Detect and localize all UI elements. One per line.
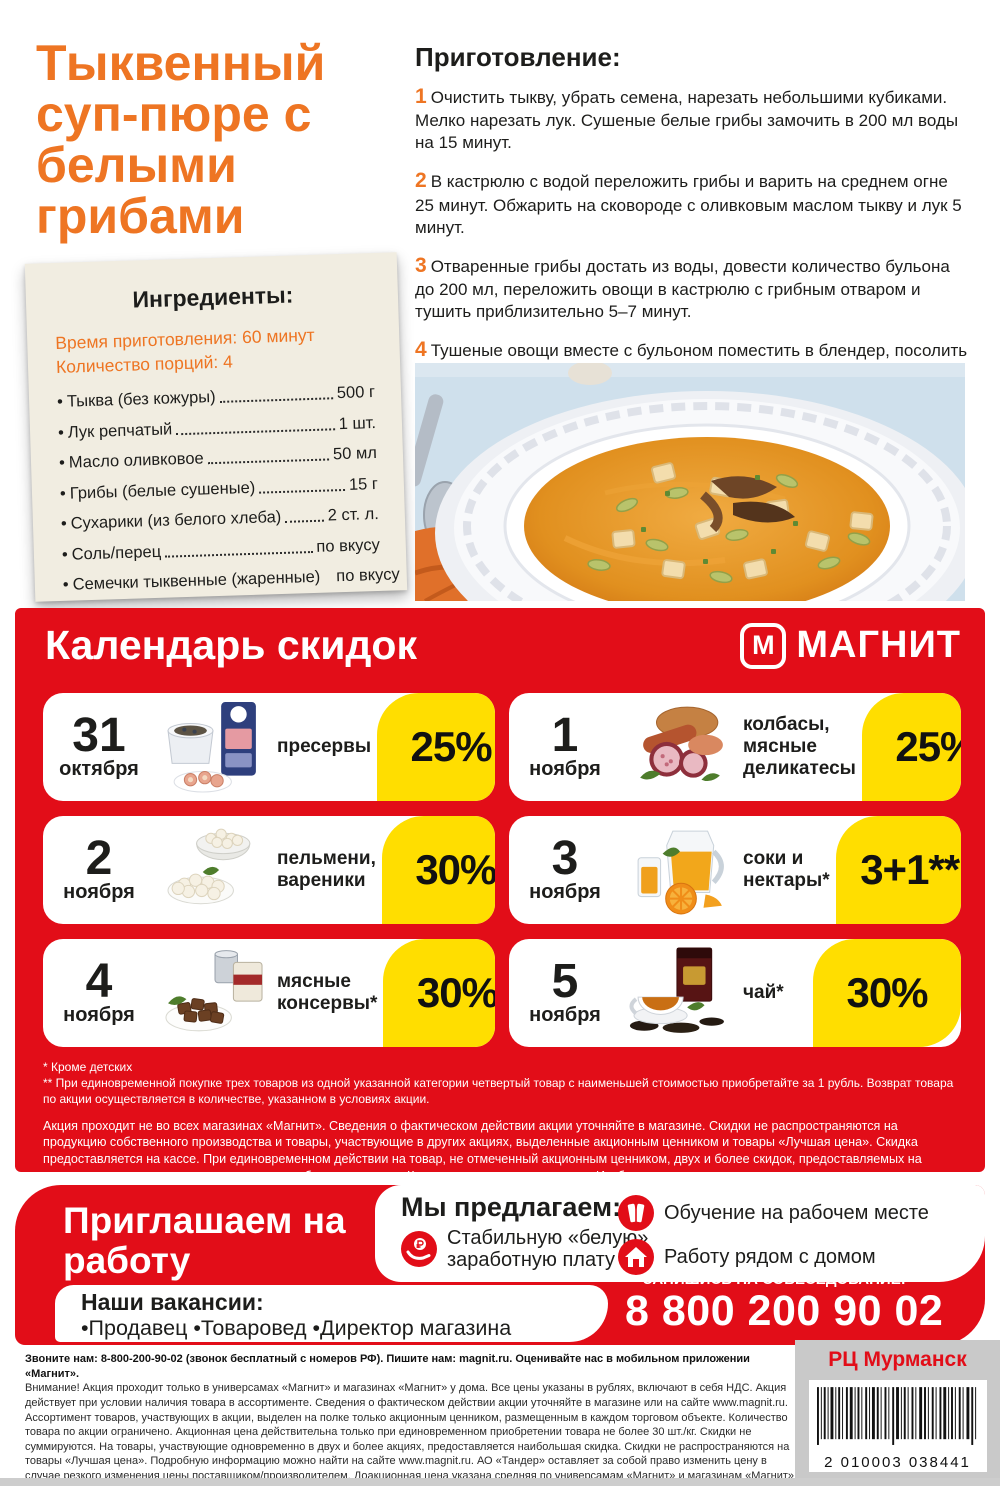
discount-badge: 30% — [813, 939, 961, 1047]
barcode: 2 010003 038441 — [808, 1380, 987, 1472]
discount-badge: 30% — [381, 816, 495, 924]
book-icon — [618, 1195, 654, 1231]
offer-label: Работу рядом с домом — [664, 1246, 876, 1268]
discount-card: 2 ноября — [43, 816, 495, 924]
ruble-hand-icon — [401, 1231, 437, 1267]
product-name: колбасы, мясные деликатесы — [743, 714, 856, 779]
product-name: пресервы — [277, 736, 372, 758]
discount-calendar: Календарь скидок М МАГНИТ 31 октября — [15, 608, 985, 1216]
offer-item: Работу рядом с домом — [618, 1239, 968, 1275]
recipe-title: Тыквенный суп-пюре с белыми грибами — [36, 35, 326, 244]
discount-badge: 3+1** — [835, 816, 961, 924]
discount-badge: 30% — [383, 939, 495, 1047]
preparation-title: Приготовление: — [415, 42, 621, 72]
phone-number: 8 800 200 90 02 — [625, 1287, 944, 1335]
footer-legal-bold: Звоните нам: 8-800-200-90-02 (звонок бес… — [25, 1353, 750, 1380]
card-date: 5 ноября — [529, 954, 601, 1027]
product-name: соки и нектары* — [743, 848, 830, 891]
product-name: мясные консервы* — [277, 971, 378, 1014]
discount-card: 4 ноября — [43, 939, 495, 1047]
product-image-dumplings — [155, 823, 273, 917]
offers-panel: Мы предлагаем: Стабильную «белую» зарабо… — [375, 1185, 985, 1282]
page-edge — [0, 1478, 1000, 1486]
ingredient-row: Тыква (без кожуры)500 г — [57, 383, 376, 412]
offers-title: Мы предлагаем: — [401, 1192, 622, 1222]
calendar-title: Календарь скидок — [45, 622, 417, 668]
ingredients-card: Ингредиенты: Время приготовления: 60 мин… — [24, 252, 408, 602]
recipe-step: 3 Отваренные грибы достать из воды, довес… — [415, 253, 950, 322]
offer-item: Стабильную «белую» заработную плату — [401, 1227, 651, 1271]
ingredient-row: Грибы (белые сушеные)15 г — [60, 475, 379, 504]
offer-label: Стабильную «белую» заработную плату — [447, 1227, 649, 1271]
footnote-2: ** При единовременной покупке трех товар… — [43, 1076, 954, 1107]
product-image-tea — [621, 946, 739, 1040]
footer-legal: Звоните нам: 8-800-200-90-02 (звонок бес… — [25, 1352, 797, 1486]
card-date: 1 ноября — [529, 708, 601, 781]
magnit-m-icon: М — [740, 622, 787, 669]
magnit-wordmark: МАГНИТ — [796, 624, 961, 666]
product-name: пельмени, вареники — [277, 848, 376, 891]
magnit-logo: М МАГНИТ — [740, 622, 961, 669]
offer-item: Обучение на рабочем месте — [618, 1195, 968, 1231]
barcode-digits: 2 010003 038441 — [824, 1454, 971, 1471]
card-date: 3 ноября — [529, 831, 601, 904]
product-image-preserves — [155, 700, 273, 794]
product-image-juice — [621, 823, 739, 917]
soup-photo — [415, 363, 965, 601]
product-image-canned-meat — [155, 946, 273, 1040]
jobs-title: Приглашаем на работу — [63, 1200, 346, 1281]
product-name: чай* — [743, 982, 784, 1004]
discount-card: 5 ноября — [509, 939, 961, 1047]
ingredient-row: Сухарики (из белого хлеба)2 ст. л. — [61, 505, 379, 534]
jobs-section: Приглашаем на работу Мы предлагаем: Стаб… — [15, 1185, 985, 1345]
card-date: 31 октября — [59, 708, 139, 781]
footnote-1: * Кроме детских — [43, 1060, 133, 1074]
card-date: 4 ноября — [63, 954, 135, 1027]
discount-badge: 25% — [377, 693, 495, 801]
vacancies-list: •Продавец •Товаровед •Директор магазина — [81, 1316, 512, 1340]
footer-legal-text: Внимание! Акция проходит только в универ… — [25, 1382, 794, 1486]
recipe-step: 1 Очистить тыкву, убрать семена, нарезать… — [415, 85, 959, 153]
discount-cards-grid: 31 октября — [43, 693, 961, 1047]
offer-label: Обучение на рабочем месте — [664, 1202, 929, 1224]
distribution-panel: РЦ Мурманск — [795, 1340, 1000, 1486]
vacancies-title: Наши вакансии: — [81, 1289, 264, 1315]
card-date: 2 ноября — [63, 831, 135, 904]
discount-card: 3 ноября — [509, 816, 961, 924]
discount-card: 31 октября — [43, 693, 495, 801]
calendar-footnotes: * Кроме детских ** При единовременной по… — [43, 1059, 957, 1108]
house-icon — [618, 1239, 654, 1275]
ingredient-row: Семечки тыквенные (жаренные)по вкусу — [63, 566, 400, 595]
distribution-center: РЦ Мурманск — [828, 1348, 967, 1371]
interview-cta: ЗАПИШИСЬ НА СОБЕСЕДОВАНИЕ! — [643, 1271, 906, 1288]
product-image-sausages — [621, 700, 739, 794]
discount-badge: 25% — [861, 693, 961, 801]
ingredients-title: Ингредиенты: — [132, 281, 294, 313]
vacancies-panel: Наши вакансии: •Продавец •Товаровед •Дир… — [55, 1285, 608, 1342]
discount-card: 1 ноября колбасы, мясные дели — [509, 693, 961, 801]
